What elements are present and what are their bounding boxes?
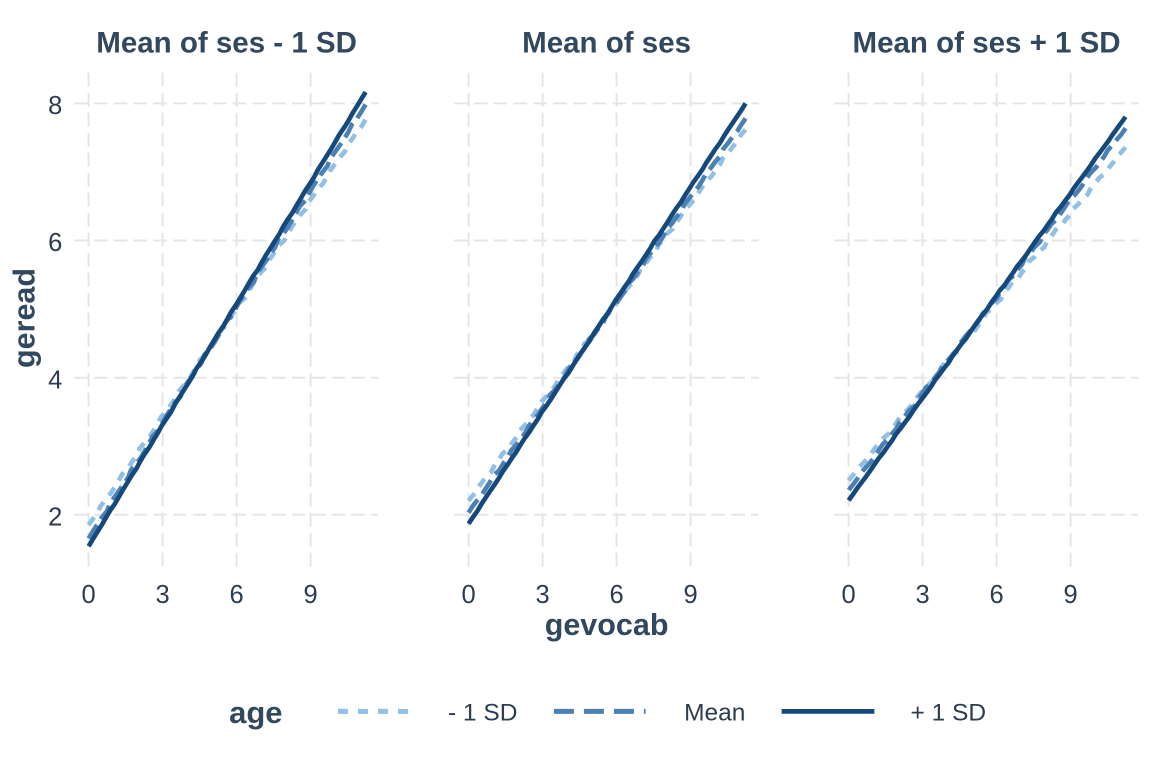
svg-text:6: 6	[990, 581, 1004, 609]
svg-text:0: 0	[82, 581, 96, 609]
svg-text:2: 2	[48, 503, 62, 531]
svg-text:age: age	[229, 695, 282, 730]
svg-text:Mean of ses: Mean of ses	[522, 27, 691, 60]
svg-text:0: 0	[842, 581, 856, 609]
svg-text:3: 3	[156, 581, 170, 609]
svg-text:Mean of ses - 1 SD: Mean of ses - 1 SD	[96, 27, 357, 60]
svg-text:Mean: Mean	[684, 700, 745, 727]
svg-text:3: 3	[916, 581, 930, 609]
svg-text:9: 9	[304, 581, 318, 609]
svg-text:Mean of ses + 1 SD: Mean of ses + 1 SD	[853, 27, 1121, 60]
svg-text:9: 9	[1064, 581, 1078, 609]
svg-text:6: 6	[230, 581, 244, 609]
svg-text:4: 4	[48, 366, 62, 394]
svg-text:6: 6	[610, 581, 624, 609]
svg-text:8: 8	[48, 92, 62, 120]
svg-text:- 1 SD: - 1 SD	[448, 700, 517, 727]
svg-text:gevocab: gevocab	[545, 608, 669, 642]
svg-text:3: 3	[536, 581, 550, 609]
svg-text:6: 6	[48, 229, 62, 257]
svg-text:geread: geread	[8, 268, 42, 368]
svg-text:+ 1 SD: + 1 SD	[911, 700, 987, 727]
svg-text:9: 9	[684, 581, 698, 609]
svg-text:0: 0	[462, 581, 476, 609]
